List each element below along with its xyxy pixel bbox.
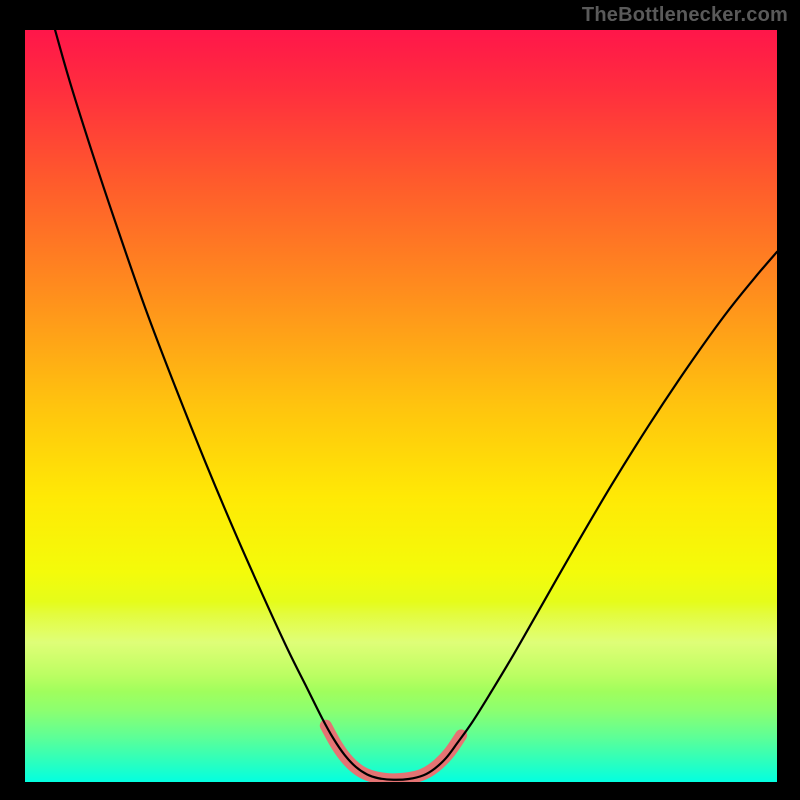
chart-frame: TheBottlenecker.com xyxy=(0,0,800,800)
bottleneck-chart xyxy=(0,0,800,800)
pale-band xyxy=(25,602,777,692)
watermark-text: TheBottlenecker.com xyxy=(582,4,788,27)
